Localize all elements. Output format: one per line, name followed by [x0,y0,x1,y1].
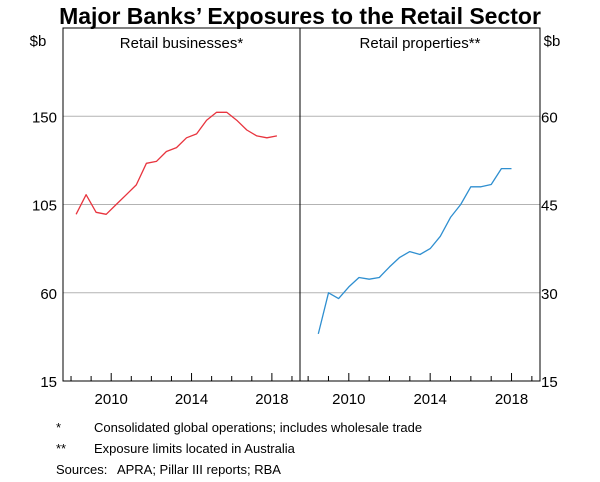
panel-title-left: Retail businesses* [120,35,244,52]
chart-title: Major Banks’ Exposures to the Retail Sec… [59,3,541,29]
x-tick-label-right-2: 2018 [495,391,528,408]
right-unit-label: $b [544,33,561,50]
sources-text: APRA; Pillar III reports; RBA [116,462,281,477]
y-tick-label-right-1: 30 [541,286,558,303]
left-unit-label: $b [30,33,47,50]
y-tick-label-left-2: 105 [32,198,57,215]
series-line-right-0 [317,167,512,335]
panel-title-right: Retail properties** [360,35,481,52]
y-tick-label-right-3: 60 [541,109,558,126]
series-line-left-0 [75,111,278,215]
footnote-2-text: Exposure limits located in Australia [94,441,295,456]
x-tick-label-right-1: 2014 [413,391,446,408]
footnote-2-mark: ** [56,441,67,456]
y-tick-label-right-0: 15 [541,374,558,391]
sources-label: Sources: [56,462,108,477]
x-tick-label-right-0: 2010 [332,391,365,408]
sources-note: Sources: APRA; Pillar III reports; RBA [56,462,281,477]
y-tick-label-left-0: 15 [40,374,57,391]
footnote-1-text: Consolidated global operations; includes… [94,420,423,435]
x-tick-label-left-0: 2010 [95,391,128,408]
y-tick-label-left-3: 150 [32,109,57,126]
footnote-1-mark: * [56,420,62,435]
y-tick-label-left-1: 60 [40,286,57,303]
y-tick-label-right-2: 45 [541,198,558,215]
x-tick-label-left-2: 2018 [255,391,288,408]
x-tick-label-left-1: 2014 [175,391,208,408]
plot-frame [62,27,541,382]
